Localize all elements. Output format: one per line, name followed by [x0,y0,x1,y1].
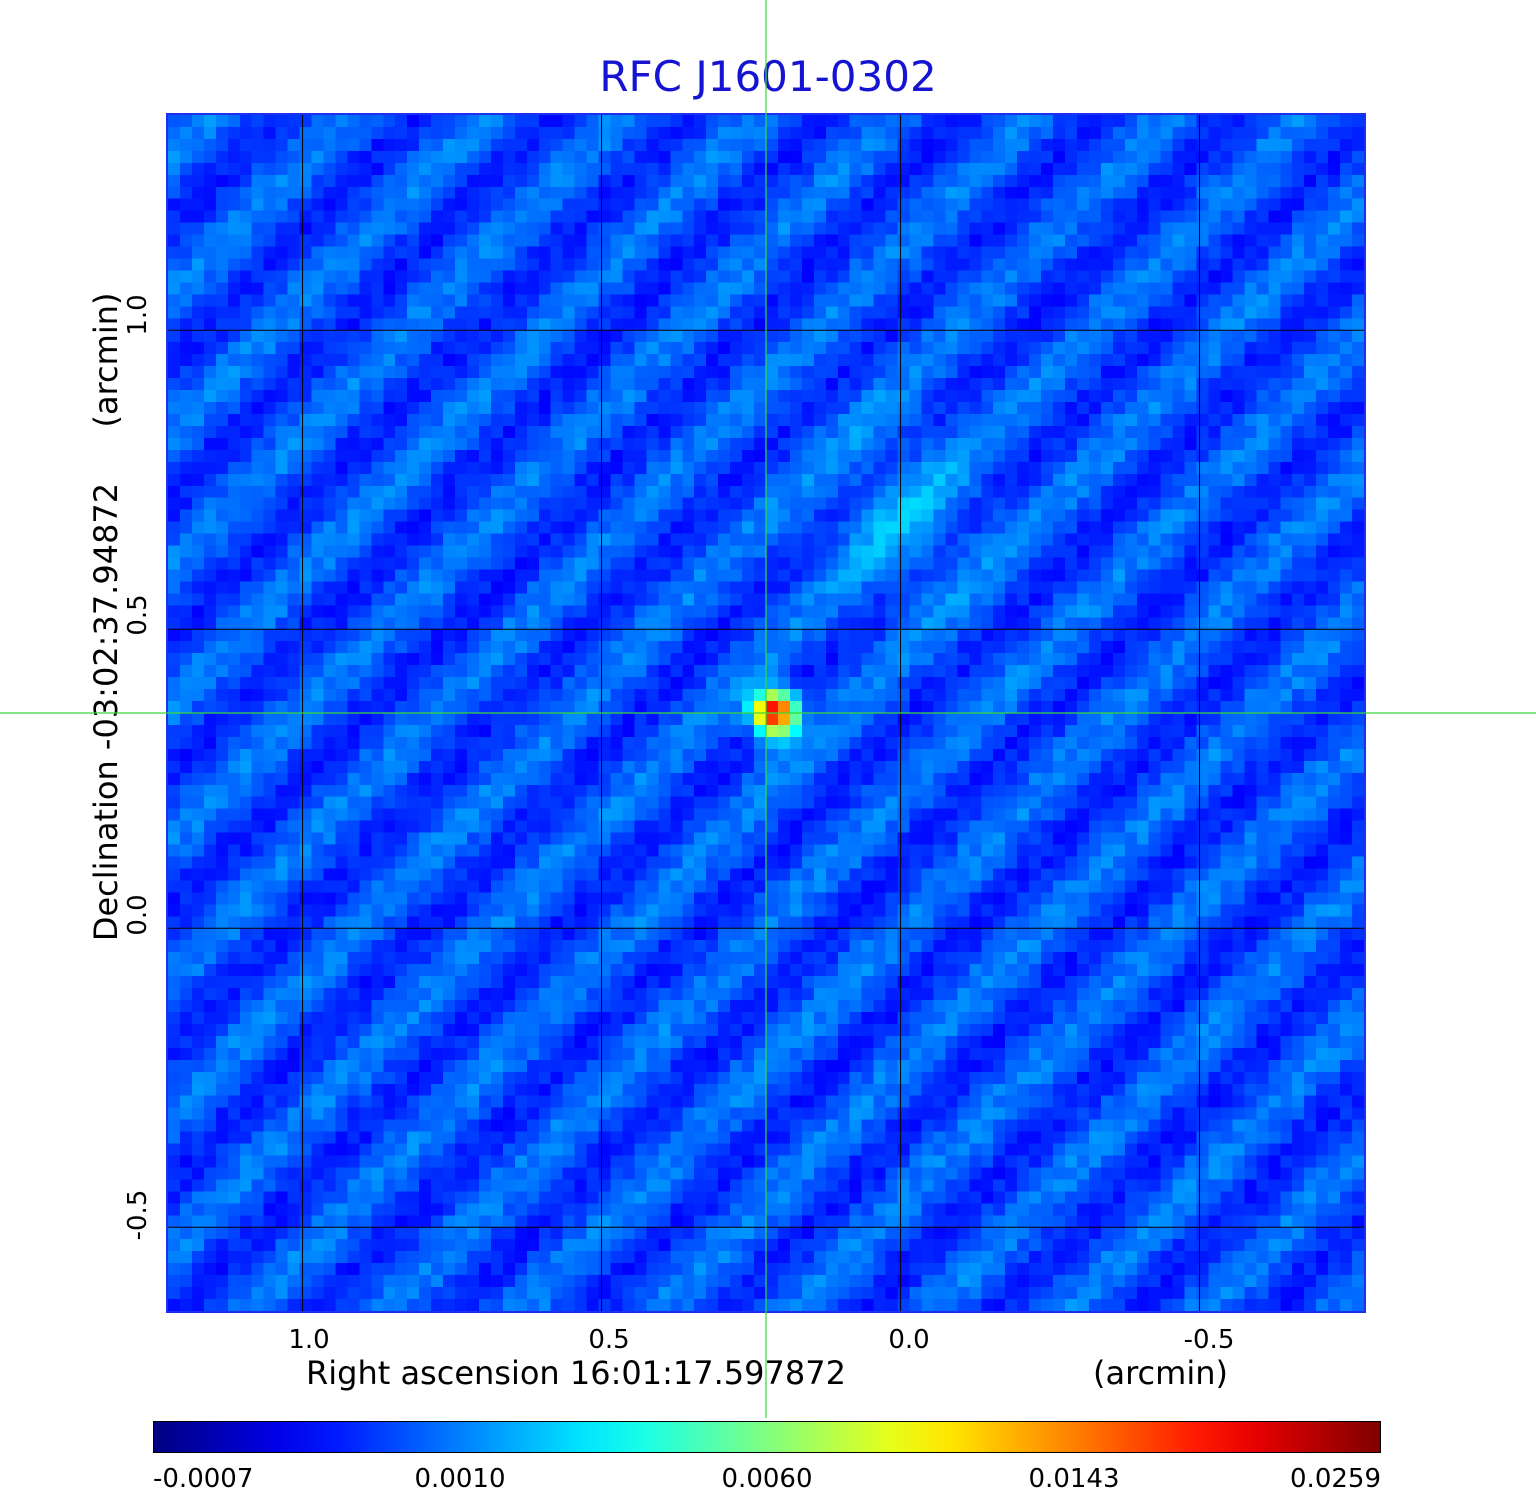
y-tick-label: -0.5 [123,1189,153,1241]
y-tick-label: 1.0 [123,294,153,336]
x-axis-unit: (arcmin) [1093,1354,1228,1392]
colorbar [153,1421,1381,1453]
y-tick-label: 0.5 [123,594,153,636]
colorbar-tick-label: 0.0060 [721,1464,813,1494]
x-tick-label: 0.5 [588,1325,630,1355]
x-tick-label: 0.0 [888,1325,930,1355]
colorbar-tick-label: 0.0143 [1028,1464,1120,1494]
chart-title: RFC J1601-0302 [599,52,937,101]
x-axis-label: Right ascension 16:01:17.597872 [306,1354,846,1392]
x-tick-label: 1.0 [288,1325,330,1355]
x-tick-label: -0.5 [1183,1325,1235,1355]
y-axis-label: Declination -03:02:37.94872 [87,482,125,942]
colorbar-tick-label: 0.0010 [414,1464,506,1494]
y-axis-unit: (arcmin) [87,292,125,428]
y-tick-label: 0.0 [123,894,153,936]
colorbar-tick-label: 0.0259 [1290,1464,1381,1494]
plot-area [166,113,1366,1313]
grid-lines [168,115,1364,1311]
colorbar-tick-label: -0.0007 [153,1464,254,1494]
